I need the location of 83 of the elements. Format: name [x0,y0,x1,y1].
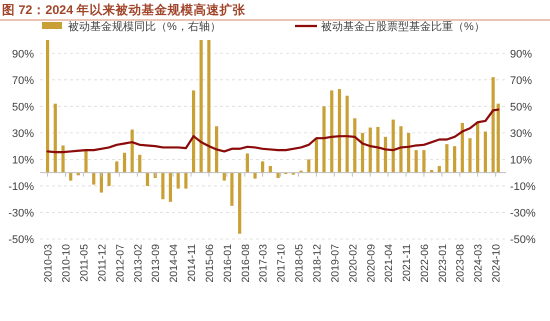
bar [138,154,142,173]
x-tick-label: 2011-12 [96,244,108,282]
x-tick-label: 2024-03 [472,244,485,283]
y2-tick-label: 10% [510,154,532,166]
bar [76,172,80,176]
chart-title: 图 72：2024 年以来被动基金规模高速扩张 [2,2,247,17]
y-tick-label: -50% [8,234,34,246]
bar [238,172,242,234]
bar [107,172,111,186]
bar [353,118,356,173]
bar [307,159,310,173]
bar [146,172,150,186]
x-tick-label: 2013-02 [132,244,144,283]
y-tick-label: 70% [12,74,34,87]
x-tick-label: 2015-06 [204,244,216,283]
bar [222,172,226,181]
y2-tick-label: 90% [510,48,532,60]
bar [346,96,349,173]
x-tick-label: 2016-01 [222,244,234,283]
bar [207,40,210,173]
x-tick-label: 2021-11 [401,244,414,282]
bar [230,172,234,206]
x-tick-label: 2023-01 [436,244,449,283]
y-tick-label: 10% [12,154,34,166]
y2-tick-label: 30% [510,128,532,140]
bar [414,150,418,173]
x-tick-label: 2016-08 [240,244,252,283]
bar [246,153,249,173]
bar [92,172,96,185]
x-tick-label: 2017-10 [276,244,288,283]
bar [168,172,172,202]
legend-label: 被动基金占股票型基金比重（%） [321,20,485,33]
x-tick-label: 2019-07 [329,244,342,283]
x-tick-label: 2018-12 [311,244,324,283]
legend-label: 被动基金规模同比（%，右轴） [68,20,221,33]
x-tick-label: 2014-04 [168,244,180,283]
x-tick-label: 2011-05 [78,244,90,282]
bar [453,146,456,173]
bar [115,161,118,173]
bar [176,172,180,189]
x-tick-label: 2010-03 [42,244,55,283]
x-tick-label: 2023-08 [454,244,467,283]
bar [46,40,50,173]
y-tick-label: -30% [8,207,34,220]
x-tick-label: 2020-02 [347,244,360,283]
y2-tick-label: -50% [510,234,536,246]
y-tick-label: -10% [8,180,34,193]
bar [54,104,57,173]
y-tick-label: 90% [12,48,34,60]
y2-tick-label: 50% [510,101,532,114]
x-tick-label: 2014-11 [186,244,198,282]
bar [200,40,203,173]
bar [69,172,72,181]
bar [422,150,426,173]
bar [496,104,500,173]
x-tick-label: 2024-10 [490,244,503,283]
bar [484,132,487,173]
x-tick-label: 2012-07 [114,244,126,283]
x-tick-label: 2018-05 [293,244,306,283]
y-tick-label: 30% [12,128,34,140]
line-series [46,108,500,154]
y2-tick-label: -30% [510,207,536,220]
bar [492,77,495,173]
bar [468,138,472,173]
x-tick-label: 2017-03 [258,244,270,283]
bar [338,89,342,173]
y2-tick-label: -10% [510,180,536,193]
x-tick-label: 2021-04 [383,244,396,283]
bar [476,122,480,173]
x-tick-label: 2013-09 [150,244,162,283]
y2-tick-label: 70% [510,74,532,87]
y-tick-label: 50% [12,101,34,114]
x-tick-label: 2010-10 [60,244,73,283]
bar [445,144,448,173]
bar [130,130,134,173]
x-tick-label: 2020-09 [365,244,378,283]
bar [438,166,441,173]
bar [330,90,334,173]
x-tick-label: 2022-06 [418,244,431,283]
bar [368,128,372,173]
bar [184,172,188,189]
bar [161,172,164,200]
bar [392,120,395,173]
